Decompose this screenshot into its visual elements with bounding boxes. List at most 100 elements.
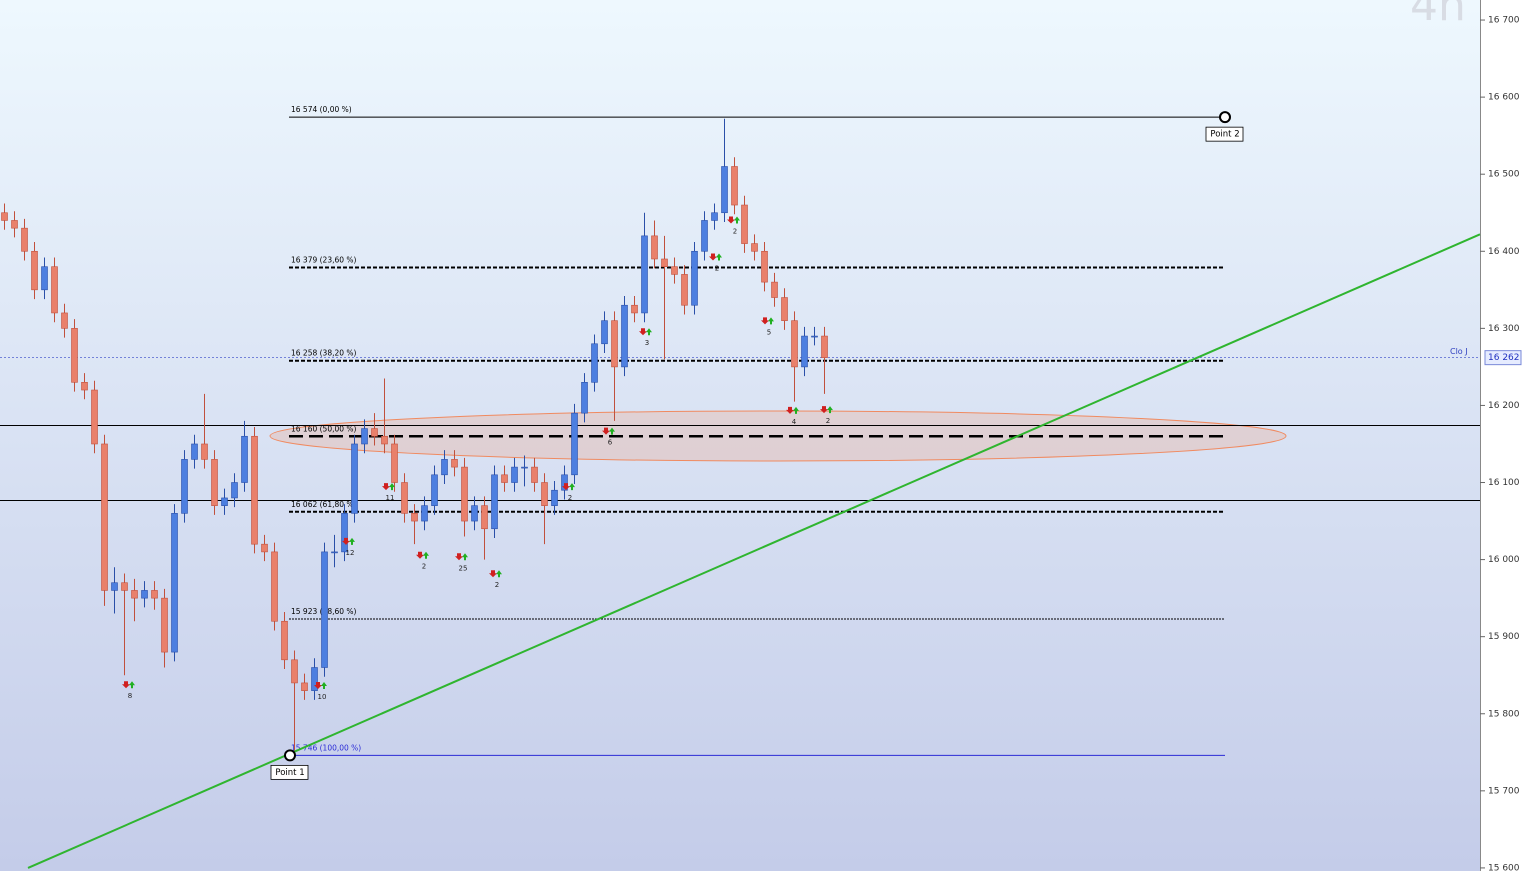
candle-body [141, 590, 148, 599]
candle-body [461, 466, 468, 522]
candle-body [41, 266, 48, 291]
candle-body [381, 435, 388, 445]
signal-label: 2 [715, 264, 719, 272]
signal-label: 2 [568, 494, 572, 502]
candle-body [341, 513, 348, 553]
y-tick-label: 16 000 [1488, 555, 1520, 565]
signal-up [827, 406, 833, 414]
candle-body [421, 505, 428, 522]
candle-body [161, 597, 168, 653]
fib-label: 16 574 (0,00 %) [291, 105, 352, 114]
candle-body [81, 382, 88, 391]
signal-down [786, 406, 794, 414]
y-tick-label: 16 400 [1488, 247, 1520, 257]
candle-body [101, 443, 108, 591]
signal-up [734, 216, 740, 224]
signal-label: 6 [608, 439, 613, 447]
signal-down [602, 427, 610, 435]
y-tick-label: 16 200 [1488, 401, 1520, 411]
candle-body [431, 474, 438, 506]
point-box [270, 764, 309, 780]
fib-label: 16 258 (38,20 %) [291, 349, 357, 358]
candle-body [261, 543, 268, 553]
signal-up [462, 553, 468, 561]
signal-up [129, 681, 135, 689]
y-tick-label: 15 900 [1488, 632, 1520, 642]
y-tick-label: 15 700 [1488, 786, 1520, 796]
candle-body [121, 582, 128, 591]
signal-label: 8 [128, 692, 132, 700]
candle-body [781, 297, 788, 321]
candle-body [241, 435, 248, 483]
watermark: 4h [1410, 0, 1466, 31]
candle-body [801, 335, 808, 368]
signal-label: 2 [495, 581, 499, 589]
signal-label: 2 [422, 563, 426, 571]
signal-label: 2 [826, 417, 830, 425]
signal-up [349, 537, 355, 545]
candle-body [131, 590, 138, 599]
candle-body [761, 250, 768, 283]
signal-up [793, 406, 799, 414]
signal-label: 5 [767, 328, 771, 336]
candle-body [281, 620, 288, 661]
signal-up [496, 570, 502, 578]
candle-body [561, 474, 568, 491]
signal-up [646, 328, 652, 336]
candle-body [201, 443, 208, 460]
signal-down [416, 551, 424, 559]
candle-body [601, 320, 608, 345]
candle-body [611, 320, 618, 368]
candle-body [551, 489, 558, 506]
anchor-point [284, 749, 296, 762]
y-tick-label: 16 500 [1488, 170, 1520, 180]
candle-body [791, 320, 798, 368]
candle-body [91, 389, 98, 445]
signal-down [820, 406, 828, 414]
candle-body [751, 243, 758, 252]
point-label: Point 1 [275, 768, 304, 778]
candle-body [711, 212, 718, 221]
candle-body [651, 235, 658, 260]
candle-body [321, 551, 328, 668]
candle-body [11, 220, 18, 229]
candle-body [401, 482, 408, 514]
candle-body [511, 466, 518, 483]
signal-down [342, 537, 350, 545]
signal-down [122, 681, 130, 689]
signal-up [609, 427, 615, 435]
candle-body [531, 466, 538, 483]
signal-label: 3 [645, 339, 649, 347]
candle-body [741, 204, 748, 244]
signal-up [768, 317, 774, 325]
candle-body [61, 312, 68, 329]
signal-label: 11 [386, 494, 395, 502]
candle-body [111, 582, 118, 591]
point-box [1205, 126, 1244, 142]
y-tick-label: 16 700 [1488, 16, 1520, 26]
last-price-box [1484, 350, 1522, 366]
signal-up [423, 551, 429, 559]
signal-label: 4 [792, 418, 797, 426]
candle-body [151, 590, 158, 599]
candle-body [391, 443, 398, 483]
signal-down [455, 553, 463, 561]
last-price-tag: Clo J [1450, 347, 1468, 356]
fib-label: 15 746 (100,00 %) [291, 743, 361, 752]
candle-body [451, 459, 458, 468]
candle-body [621, 304, 628, 368]
y-tick-label: 16 300 [1488, 324, 1520, 334]
signal-up [321, 682, 327, 690]
candle-body [251, 435, 258, 545]
candle-body [671, 266, 678, 275]
signal-down [562, 483, 570, 491]
candle-body [331, 551, 338, 554]
candle-body [491, 474, 498, 530]
candle-body [301, 682, 308, 691]
candle-body [441, 459, 448, 476]
point-label: Point 2 [1210, 130, 1239, 140]
signal-label: 25 [459, 564, 468, 572]
signal-down [382, 483, 390, 491]
candle-body [71, 328, 78, 383]
